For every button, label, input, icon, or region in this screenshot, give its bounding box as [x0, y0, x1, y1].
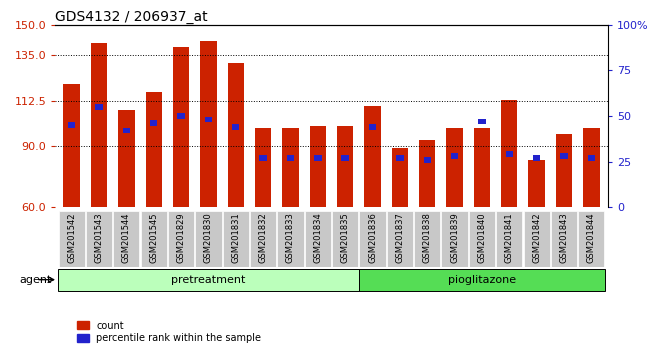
FancyBboxPatch shape [414, 211, 440, 267]
Bar [287, 155, 294, 161]
Bar [474, 128, 490, 207]
FancyBboxPatch shape [113, 211, 140, 267]
Text: GSM201834: GSM201834 [313, 212, 322, 263]
Bar [341, 155, 349, 161]
Bar [359, 268, 605, 291]
Text: GSM201841: GSM201841 [505, 212, 514, 263]
Bar [227, 63, 244, 207]
Bar [364, 106, 381, 207]
FancyBboxPatch shape [359, 211, 385, 267]
Bar [556, 134, 572, 207]
Bar [64, 84, 80, 207]
Bar [478, 119, 486, 124]
FancyBboxPatch shape [496, 211, 523, 267]
FancyBboxPatch shape [578, 211, 604, 267]
FancyBboxPatch shape [551, 211, 577, 267]
Bar [419, 140, 436, 207]
Bar [259, 155, 266, 161]
FancyBboxPatch shape [441, 211, 468, 267]
Text: GSM201829: GSM201829 [177, 212, 185, 263]
Bar [205, 117, 212, 122]
Bar [68, 122, 75, 128]
FancyBboxPatch shape [86, 211, 112, 267]
Bar [173, 47, 189, 207]
Text: pioglitazone: pioglitazone [448, 275, 516, 285]
FancyBboxPatch shape [332, 211, 358, 267]
Bar [123, 128, 130, 133]
Bar [200, 41, 216, 207]
Bar [150, 120, 157, 126]
Bar [451, 153, 458, 159]
FancyBboxPatch shape [523, 211, 550, 267]
Text: GSM201544: GSM201544 [122, 212, 131, 263]
Bar [177, 113, 185, 119]
Bar [146, 92, 162, 207]
Bar [118, 110, 135, 207]
FancyBboxPatch shape [58, 211, 84, 267]
Bar [447, 128, 463, 207]
Text: GSM201542: GSM201542 [67, 212, 76, 263]
Text: GSM201842: GSM201842 [532, 212, 541, 263]
Text: GSM201830: GSM201830 [204, 212, 213, 263]
Text: pretreatment: pretreatment [171, 275, 246, 285]
Text: GSM201843: GSM201843 [560, 212, 569, 263]
Bar [396, 155, 404, 161]
Bar [232, 124, 239, 130]
Text: GSM201836: GSM201836 [368, 212, 377, 263]
Text: GSM201837: GSM201837 [395, 212, 404, 263]
Bar [588, 155, 595, 161]
Bar [533, 155, 540, 161]
FancyBboxPatch shape [250, 211, 276, 267]
Bar [392, 148, 408, 207]
Bar [424, 157, 431, 162]
Text: agent: agent [20, 275, 52, 285]
FancyBboxPatch shape [195, 211, 222, 267]
Bar [501, 100, 517, 207]
Text: GSM201833: GSM201833 [286, 212, 295, 263]
Bar [337, 126, 354, 207]
FancyBboxPatch shape [387, 211, 413, 267]
Text: GSM201832: GSM201832 [259, 212, 268, 263]
FancyBboxPatch shape [168, 211, 194, 267]
FancyBboxPatch shape [140, 211, 167, 267]
Bar [309, 126, 326, 207]
Bar [583, 128, 599, 207]
Text: GSM201835: GSM201835 [341, 212, 350, 263]
Bar [255, 128, 271, 207]
Legend: count, percentile rank within the sample: count, percentile rank within the sample [73, 317, 265, 347]
Text: GDS4132 / 206937_at: GDS4132 / 206937_at [55, 10, 208, 24]
Bar [560, 153, 567, 159]
FancyBboxPatch shape [469, 211, 495, 267]
Bar [314, 155, 322, 161]
Text: GSM201844: GSM201844 [587, 212, 596, 263]
Bar [282, 128, 299, 207]
Bar [91, 43, 107, 207]
Bar [369, 124, 376, 130]
Text: GSM201545: GSM201545 [150, 212, 158, 263]
FancyBboxPatch shape [305, 211, 331, 267]
Text: GSM201840: GSM201840 [478, 212, 486, 263]
Bar [506, 152, 513, 157]
Text: GSM201838: GSM201838 [422, 212, 432, 263]
Bar [58, 268, 359, 291]
Text: GSM201839: GSM201839 [450, 212, 459, 263]
Text: GSM201831: GSM201831 [231, 212, 240, 263]
Bar [528, 160, 545, 207]
FancyBboxPatch shape [278, 211, 304, 267]
Bar [96, 104, 103, 110]
FancyBboxPatch shape [223, 211, 249, 267]
Text: GSM201543: GSM201543 [94, 212, 103, 263]
